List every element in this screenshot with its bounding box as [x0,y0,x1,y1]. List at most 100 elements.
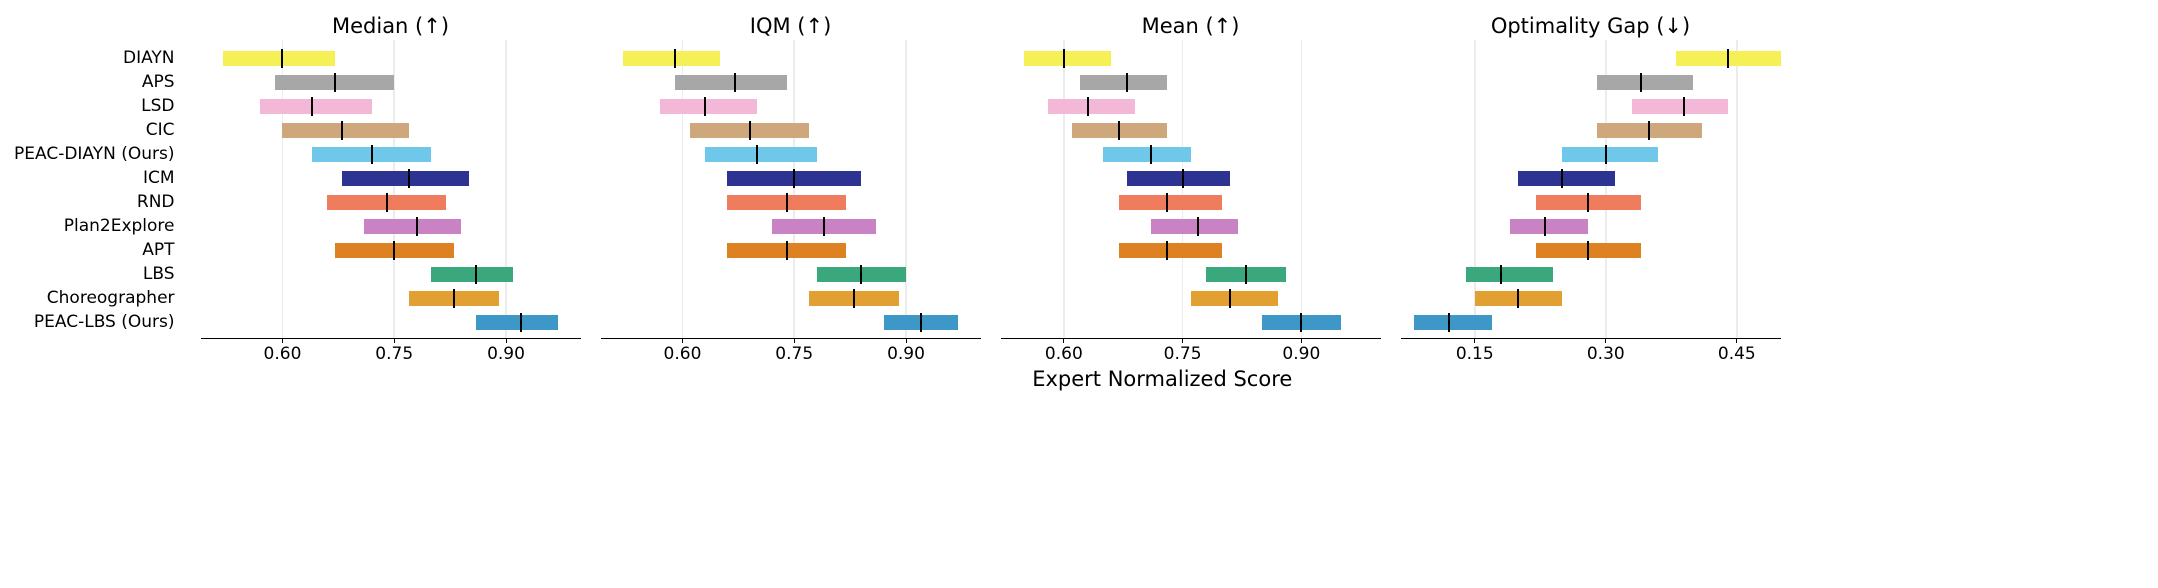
point-marker [1166,193,1168,212]
point-marker [786,241,788,260]
x-tick-label: 0.60 [264,344,302,364]
x-tick-label: 0.90 [887,344,925,364]
interval-bar [1048,99,1135,114]
plot-area: 0.600.750.90 [601,44,981,339]
point-marker [756,145,758,164]
x-tick [282,338,283,343]
x-tick [506,338,507,343]
bar-fill [1597,75,1693,90]
point-marker [475,265,477,284]
point-marker [1605,145,1607,164]
interval-bar [705,147,817,162]
point-marker [734,73,736,92]
grid-line [505,40,507,338]
interval-bar [727,171,861,186]
plot-area: 0.150.300.45 [1401,44,1781,339]
x-tick [1182,338,1183,343]
bar-fill [1632,99,1728,114]
interval-bar [884,315,959,330]
point-marker [408,169,410,188]
x-tick [1736,338,1737,343]
interval-bar [1024,51,1111,66]
x-tick [794,338,795,343]
interval-bar [364,219,461,234]
interval-bar [772,219,876,234]
x-tick-label: 0.75 [375,344,413,364]
interval-bar [223,51,335,66]
point-marker [1300,313,1302,332]
interval-bar [1206,267,1285,282]
grid-line [1736,40,1738,338]
bar-fill [1518,171,1614,186]
panel-title: Optimality Gap (↓) [1401,14,1781,44]
point-marker [674,49,676,68]
interval-bar [660,99,757,114]
interval-bar [1518,171,1614,186]
point-marker [416,217,418,236]
bar-fill [1414,315,1493,330]
grid-line [1301,40,1303,338]
interval-figure: DIAYNAPSLSDCICPEAC-DIAYN (Ours)ICMRNDPla… [14,14,2144,391]
x-tick [1301,338,1302,343]
point-marker [1727,49,1729,68]
interval-bar [1632,99,1728,114]
interval-bar [1676,51,1781,66]
grid-line [905,40,907,338]
point-marker [1500,265,1502,284]
bar-fill [260,99,372,114]
method-label: PEAC-DIAYN (Ours) [14,142,175,166]
interval-bar [1191,291,1278,306]
method-label: APT [14,238,175,262]
interval-bar [1103,147,1190,162]
interval-bar [312,147,431,162]
point-marker [1448,313,1450,332]
x-tick-label: 0.60 [664,344,702,364]
bar-fill [1103,147,1190,162]
x-tick-label: 0.75 [775,344,813,364]
point-marker [1683,97,1685,116]
interval-bar [1597,123,1702,138]
x-tick-label: 0.75 [1164,344,1202,364]
point-marker [386,193,388,212]
x-tick [1605,338,1606,343]
point-marker [1648,121,1650,140]
bar-fill [1024,51,1111,66]
method-label: LSD [14,94,175,118]
bar-fill [1562,147,1658,162]
interval-bar [1262,315,1341,330]
plot-area: 0.600.750.90 [201,44,581,339]
interval-bar [727,195,846,210]
x-tick [1063,338,1064,343]
point-marker [311,97,313,116]
interval-bar [1510,219,1589,234]
bar-fill [1510,219,1589,234]
panel-title: Mean (↑) [1001,14,1381,44]
point-marker [520,313,522,332]
y-axis-labels: DIAYNAPSLSDCICPEAC-DIAYN (Ours)ICMRNDPla… [14,14,181,334]
point-marker [453,289,455,308]
interval-bar [275,75,394,90]
point-marker [786,193,788,212]
interval-bar [1072,123,1167,138]
point-marker [853,289,855,308]
point-marker [823,217,825,236]
interval-bar [690,123,809,138]
point-marker [1561,169,1563,188]
interval-bar [809,291,898,306]
x-tick-label: 0.15 [1456,344,1494,364]
point-marker [393,241,395,260]
method-label: PEAC-LBS (Ours) [14,310,175,334]
x-tick [906,338,907,343]
point-marker [1245,265,1247,284]
bar-fill [623,51,720,66]
interval-bar [675,75,787,90]
grid-line [1182,40,1184,338]
point-marker [860,265,862,284]
plot-area: 0.600.750.90 [1001,44,1381,339]
bar-fill [1127,171,1230,186]
x-tick [1474,338,1475,343]
point-marker [1544,217,1546,236]
interval-bar [282,123,409,138]
method-label: Choreographer [14,286,175,310]
point-marker [341,121,343,140]
